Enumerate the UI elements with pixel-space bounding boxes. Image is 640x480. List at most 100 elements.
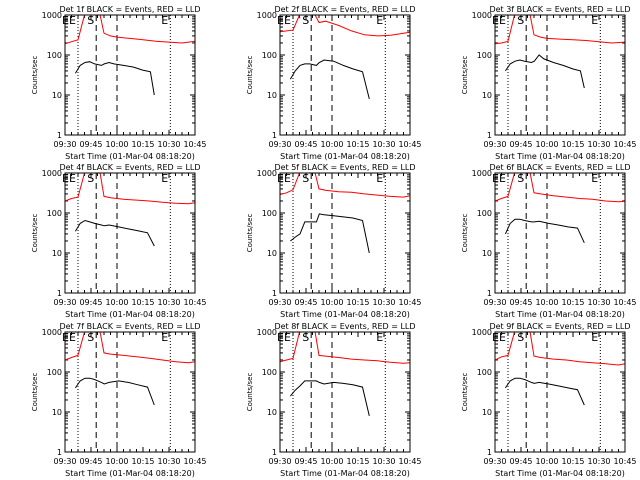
interval-marker-label-end_start: E [69,172,76,185]
x-axis-label: Start Time (01-Mar-04 08:18:20) [280,152,410,161]
y-tick-label: 10 [52,91,62,100]
x-tick-label: 10:15 [561,457,584,466]
y-tick-label: 1 [487,289,492,298]
panel-title: Det 4f BLACK = Events, RED = LLD [59,163,200,172]
y-tick-label: 100 [262,209,277,218]
y-axis-label: Counts/sec [31,214,39,253]
x-tick-label: 10:30 [587,298,610,307]
y-axis-label: Counts/sec [461,373,469,412]
x-tick-label: 10:15 [561,140,584,149]
x-tick-label: 10:15 [346,140,369,149]
y-tick-label: 1000 [42,169,62,178]
x-tick-label: 10:30 [157,457,180,466]
x-axis-label: Start Time (01-Mar-04 08:18:20) [280,469,410,478]
y-axis-label: Counts/sec [461,56,469,95]
plot-frame [279,14,411,136]
interval-marker-label-end_start: E [499,14,506,27]
x-axis-label: Start Time (01-Mar-04 08:18:20) [65,310,195,319]
plot-frame [279,331,411,453]
interval-marker-label-end: E [161,14,168,27]
interval-marker-label-end: E [591,172,598,185]
panel-title: Det 7f BLACK = Events, RED = LLD [59,322,200,331]
x-tick-label: 09:45 [509,140,532,149]
panel-title: Det 9f BLACK = Events, RED = LLD [489,322,630,331]
interval-marker-label-end_start: E [69,14,76,27]
interval-marker-label-end_start: E [69,331,76,344]
x-tick-label: 10:45 [183,298,206,307]
x-tick-label: 10:00 [320,140,343,149]
x-tick-label: 10:45 [398,457,421,466]
x-tick-label: 10:00 [320,457,343,466]
interval-marker-label-s: S [87,14,94,27]
y-tick-label: 10 [267,408,277,417]
x-tick-label: 10:00 [535,457,558,466]
x-tick-label: 09:30 [268,457,291,466]
plot-frame [494,14,626,136]
lld-series-line [495,332,625,366]
y-tick-label: 1000 [472,11,492,20]
lld-series-line [280,173,410,198]
x-tick-label: 09:45 [509,298,532,307]
x-tick-label: 10:30 [372,298,395,307]
x-tick-label: 10:45 [613,298,636,307]
y-tick-label: 10 [482,408,492,417]
x-tick-label: 10:00 [535,140,558,149]
x-tick-label: 10:15 [346,298,369,307]
lld-series-line [495,173,625,203]
events-series-line [74,219,155,247]
x-tick-label: 10:45 [183,457,206,466]
interval-marker-label-end: E [376,331,383,344]
interval-marker-label-s: S [517,331,524,344]
detector-panel-6: Det 6f BLACK = Events, RED = LLD Counts/s… [461,163,637,319]
lld-series-line [65,332,195,364]
plot-frame [494,172,626,294]
x-tick-label: 09:30 [53,298,76,307]
x-tick-label: 10:15 [561,298,584,307]
x-axis-label: Start Time (01-Mar-04 08:18:20) [495,152,625,161]
y-tick-label: 100 [47,209,62,218]
detector-panel-8: Det 8f BLACK = Events, RED = LLD Counts/s… [246,322,422,478]
y-tick-label: 100 [262,368,277,377]
x-tick-label: 10:45 [183,140,206,149]
events-series-line [504,218,585,244]
x-tick-label: 09:30 [268,298,291,307]
lld-series-line [280,15,410,37]
y-tick-label: 100 [47,368,62,377]
y-tick-label: 100 [262,51,277,60]
events-series-line [289,59,370,100]
interval-marker-label-end_start: E [499,172,506,185]
interval-marker-label-end_start: E [284,14,291,27]
x-tick-label: 09:45 [79,457,102,466]
x-tick-label: 09:30 [483,457,506,466]
x-tick-label: 09:45 [294,457,317,466]
y-tick-label: 10 [482,249,492,258]
events-series-line [74,61,155,96]
detector-panel-2: Det 2f BLACK = Events, RED = LLD Counts/s… [246,5,422,161]
y-tick-label: 10 [52,408,62,417]
y-tick-label: 10 [267,91,277,100]
y-tick-label: 1000 [42,11,62,20]
x-axis-label: Start Time (01-Mar-04 08:18:20) [495,469,625,478]
x-tick-label: 10:15 [131,457,154,466]
interval-marker-label-end: E [376,172,383,185]
y-axis-label: Counts/sec [246,56,254,95]
x-tick-label: 10:30 [157,140,180,149]
plot-frame [64,14,196,136]
y-tick-label: 1 [487,131,492,140]
plot-frame [64,331,196,453]
y-tick-label: 100 [477,209,492,218]
y-tick-label: 1 [57,448,62,457]
x-tick-label: 10:15 [131,140,154,149]
y-tick-label: 1 [57,289,62,298]
x-tick-label: 10:45 [613,457,636,466]
y-axis-label: Counts/sec [31,373,39,412]
x-tick-label: 09:30 [53,457,76,466]
interval-marker-label-end: E [161,172,168,185]
interval-marker-label-end: E [161,331,168,344]
x-tick-label: 09:45 [79,298,102,307]
panel-title: Det 8f BLACK = Events, RED = LLD [274,322,415,331]
y-tick-label: 1 [487,448,492,457]
x-tick-label: 10:30 [587,457,610,466]
lld-series-line [280,332,410,364]
